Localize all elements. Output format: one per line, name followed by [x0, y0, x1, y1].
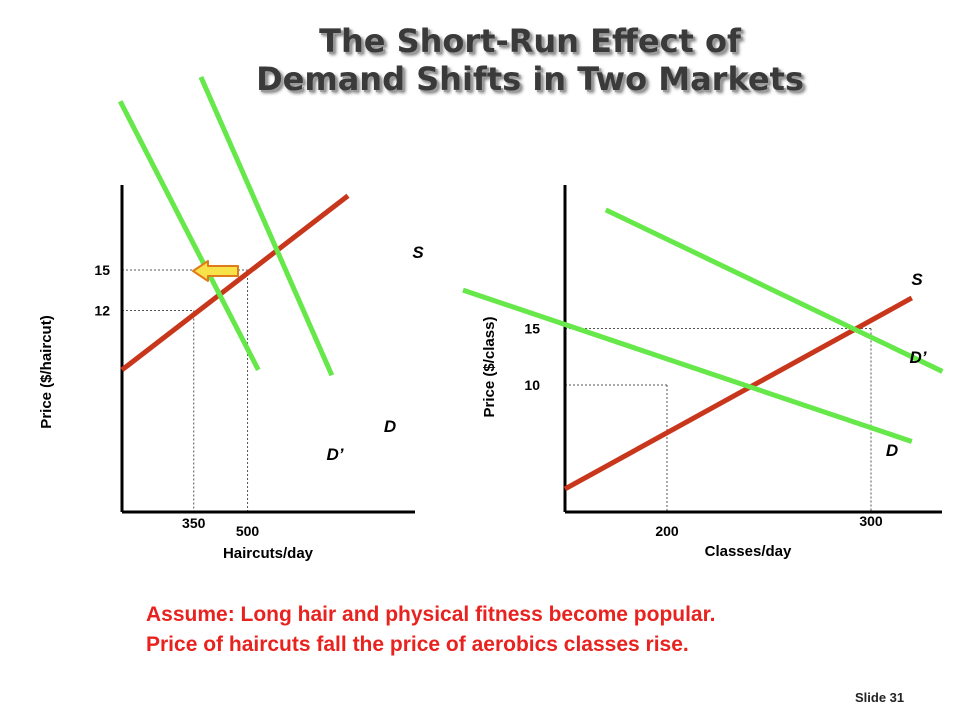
aerobics-classes-series-label: D [886, 441, 898, 460]
haircuts-demand-curve [198, 75, 335, 377]
haircuts-x-tick-label: 350 [182, 515, 206, 531]
assumption-note: Assume: Long hair and physical fitness b… [146, 600, 715, 660]
slide-number: Slide 31 [855, 690, 905, 705]
haircuts-y-tick-label: 15 [94, 262, 110, 278]
aerobics-classes-demand-curve [462, 287, 913, 444]
aerobics-classes-x-tick-label: 200 [655, 523, 679, 539]
aerobics-classes-series-label: S [911, 270, 923, 289]
haircuts-shifted-demand-curve [117, 100, 261, 372]
aerobics-classes-y-tick-label: 10 [524, 377, 540, 393]
haircuts-x-tick-label: 500 [236, 523, 260, 539]
note-line-1: Assume: Long hair and physical fitness b… [146, 603, 716, 626]
note-line-2: Price of haircuts fall the price of aero… [146, 633, 689, 656]
haircuts-series-label: S [412, 243, 424, 262]
haircuts-series-label: D [384, 417, 396, 436]
aerobics-classes-x-axis-label: Classes/day [705, 543, 792, 560]
aerobics-classes-shifted-demand-curve [604, 207, 944, 374]
haircuts-y-axis-label: Price ($/haircut) [38, 315, 55, 428]
aerobics-classes-y-axis-label: Price ($/class) [481, 317, 498, 418]
aerobics-classes-series-label: D’ [910, 348, 927, 367]
aerobics-classes-supply-curve [563, 295, 914, 492]
haircuts-y-tick-label: 12 [94, 303, 110, 319]
left-shift-arrow-icon [192, 260, 239, 282]
haircuts-series-label: D’ [327, 445, 344, 464]
title-line-2: Demand Shifts in Two Markets [256, 60, 804, 98]
haircuts-supply-curve [120, 193, 350, 372]
aerobics-classes-x-tick-label: 300 [859, 513, 883, 529]
slide-title: The Short-Run Effect of Demand Shifts in… [180, 22, 880, 98]
aerobics-classes-y-tick-label: 15 [524, 321, 540, 337]
title-line-1: The Short-Run Effect of [319, 22, 741, 60]
haircuts-x-axis-label: Haircuts/day [223, 545, 314, 562]
